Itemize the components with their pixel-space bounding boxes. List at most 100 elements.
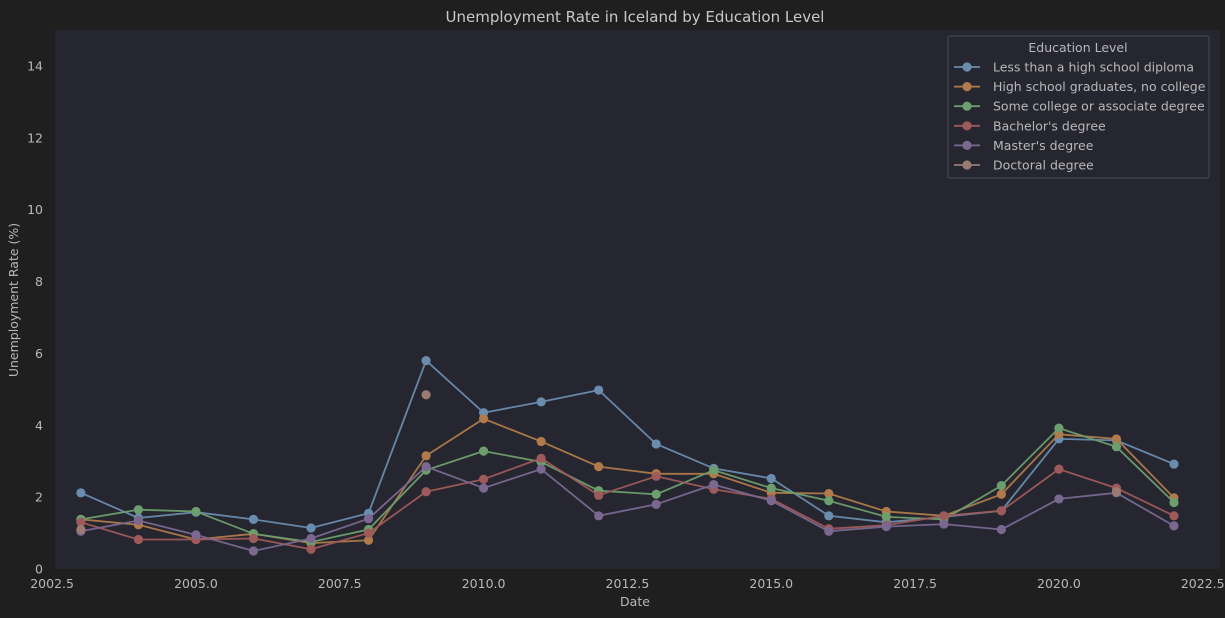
data-point <box>363 528 374 538</box>
legend-box <box>947 35 1210 179</box>
y-tick-label: 10 <box>27 202 43 217</box>
legend-label: Less than a high school diploma <box>993 60 1194 75</box>
legend-swatch-marker <box>962 62 972 72</box>
legend-title: Education Level <box>1028 40 1127 55</box>
series-line <box>80 427 1175 543</box>
series-doctoral-degree <box>76 390 1122 535</box>
data-point <box>1169 521 1179 531</box>
chart-title: Unemployment Rate in Iceland by Educatio… <box>446 8 825 26</box>
data-point <box>1054 464 1064 474</box>
series-layer <box>76 355 1179 556</box>
data-point <box>881 521 891 532</box>
data-point <box>824 496 834 506</box>
legend-swatch-marker <box>962 82 972 92</box>
data-point <box>651 439 661 449</box>
data-point <box>766 483 776 493</box>
data-point <box>881 512 891 522</box>
x-tick-label: 2015.0 <box>749 576 793 591</box>
data-point <box>479 474 489 484</box>
y-tick-label: 2 <box>35 490 43 505</box>
legend-swatch-marker <box>962 140 972 150</box>
y-tick-label: 6 <box>35 346 43 361</box>
data-point <box>651 471 661 481</box>
data-point <box>536 397 546 407</box>
x-tick-label: 2020.0 <box>1037 576 1081 591</box>
data-point <box>248 533 259 544</box>
data-point <box>594 385 604 395</box>
data-point <box>76 524 86 535</box>
y-tick-label: 8 <box>35 274 43 289</box>
data-point <box>363 514 374 524</box>
legend-swatch-marker <box>962 101 972 111</box>
legend-label: High school graduates, no college <box>993 79 1206 94</box>
data-point <box>76 488 86 498</box>
data-point <box>1054 423 1064 433</box>
data-point <box>421 390 431 400</box>
y-tick-label: 4 <box>35 418 43 433</box>
data-point <box>1169 511 1179 521</box>
data-point <box>996 481 1006 491</box>
data-point <box>766 473 776 484</box>
legend-label: Master's degree <box>993 138 1094 153</box>
data-point <box>248 546 259 556</box>
data-point <box>709 479 719 490</box>
data-point <box>421 451 431 461</box>
y-tick-label: 0 <box>35 562 43 577</box>
x-tick-label: 2010.0 <box>462 576 506 591</box>
data-point <box>996 506 1006 516</box>
x-tick-label: 2012.5 <box>606 576 650 591</box>
data-point <box>536 436 546 447</box>
legend-swatch-marker <box>962 160 972 170</box>
data-point <box>939 519 949 529</box>
data-point <box>651 489 661 499</box>
data-point <box>421 461 431 472</box>
data-point <box>1111 442 1122 452</box>
y-axis-ticks: 0 2 4 6 8 10 12 14 <box>27 58 43 576</box>
data-point <box>421 487 431 497</box>
x-tick-label: 2017.5 <box>893 576 937 591</box>
data-point <box>651 499 661 509</box>
data-point <box>536 453 546 463</box>
data-point <box>594 490 604 500</box>
data-point <box>133 534 144 545</box>
y-tick-label: 12 <box>27 130 43 145</box>
data-point <box>306 533 316 544</box>
y-tick-label: 14 <box>27 58 43 73</box>
data-point <box>191 530 201 540</box>
data-point <box>594 511 604 521</box>
data-point <box>939 511 949 521</box>
data-point <box>1111 434 1122 444</box>
x-axis-label: Date <box>620 594 650 609</box>
data-point <box>421 355 431 366</box>
data-point <box>766 496 776 506</box>
data-point <box>709 465 719 475</box>
data-point <box>76 517 86 527</box>
data-point <box>824 488 834 499</box>
x-tick-label: 2022.5 <box>1181 576 1225 591</box>
data-point <box>306 523 316 533</box>
legend-entries: Less than a high school diploma High scho… <box>954 60 1206 173</box>
legend-label: Some college or associate degree <box>993 99 1205 114</box>
data-point <box>133 515 144 526</box>
data-point <box>479 414 489 424</box>
data-point <box>133 505 144 515</box>
y-axis-label: Unemployment Rate (%) <box>6 223 21 377</box>
data-point <box>1111 487 1122 497</box>
legend: Education Level Less than a high school … <box>947 35 1210 179</box>
legend-swatch-marker <box>962 121 972 131</box>
data-point <box>363 535 374 545</box>
legend-label: Doctoral degree <box>993 158 1094 173</box>
x-axis-ticks: 2002.5 2005.0 2007.5 2010.0 2012.5 2015.0 2017… <box>30 576 1224 591</box>
data-point <box>479 483 489 493</box>
data-point <box>191 506 201 517</box>
data-point <box>824 526 834 536</box>
data-point <box>306 544 316 554</box>
x-tick-label: 2005.0 <box>174 576 218 591</box>
data-point <box>824 511 834 521</box>
data-point <box>536 464 546 474</box>
data-point <box>1169 459 1179 469</box>
x-tick-label: 2002.5 <box>30 576 74 591</box>
data-point <box>996 524 1006 535</box>
series-line <box>80 457 1175 551</box>
